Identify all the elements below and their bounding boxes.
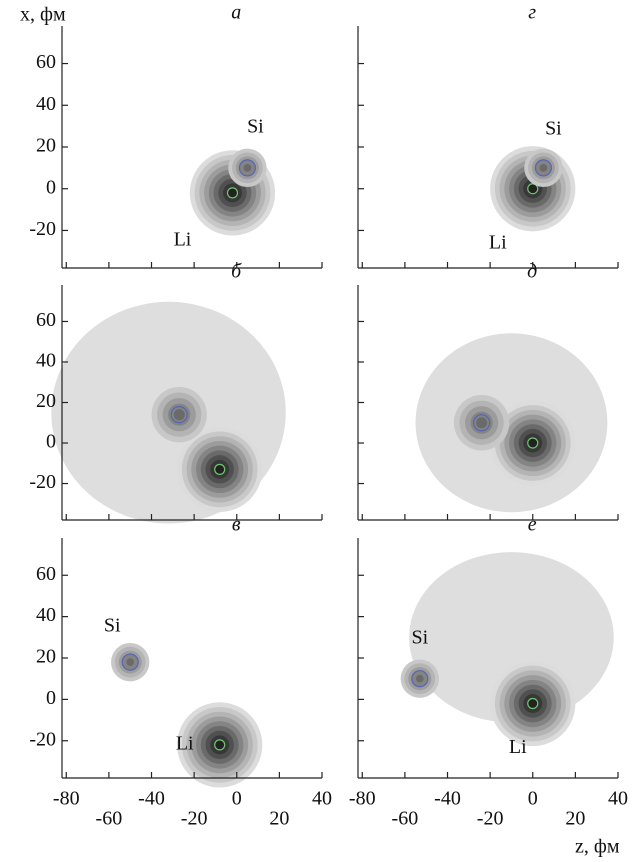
density-contour <box>243 164 252 172</box>
nucleus-li <box>527 697 539 710</box>
density-contour <box>528 438 538 448</box>
nucleus-li <box>214 739 226 751</box>
x-tick-label: -60 <box>392 808 419 830</box>
panel-label: а <box>231 2 241 24</box>
nucleus-si <box>534 159 553 177</box>
y-tick-label: 40 <box>36 93 56 115</box>
density-contour <box>227 188 238 198</box>
density-contour <box>528 183 538 194</box>
nucleus-label: Li <box>489 231 507 253</box>
nucleus-label: Li <box>509 736 527 758</box>
x-tick-label: 40 <box>608 788 628 810</box>
nucleus-si <box>411 670 429 688</box>
y-tick-label: 20 <box>36 646 56 668</box>
x-tick-label: -80 <box>53 788 80 810</box>
nucleus-label: Si <box>411 626 428 648</box>
y-tick-label: 60 <box>36 563 56 585</box>
nucleus-si <box>238 159 257 177</box>
nucleus-label: Li <box>174 228 192 250</box>
x-tick-label: 0 <box>528 788 538 810</box>
y-tick-label: 40 <box>36 604 56 626</box>
y-tick-label: 40 <box>36 350 56 372</box>
y-tick-label: 20 <box>36 135 56 157</box>
x-tick-label: 40 <box>312 788 332 810</box>
nucleus-label: Li <box>176 732 194 754</box>
x-tick-label: 0 <box>232 788 242 810</box>
y-tick-label: 60 <box>36 51 56 73</box>
nucleus-label: Si <box>545 117 562 139</box>
density-contour <box>126 658 135 666</box>
y-tick-label: -20 <box>29 471 56 493</box>
y-tick-label: -20 <box>29 218 56 240</box>
y-tick-label: 0 <box>46 687 56 709</box>
density-contour <box>415 674 424 683</box>
x-tick-label: -60 <box>96 808 123 830</box>
y-tick-label: -20 <box>29 728 56 750</box>
nucleus-si <box>121 653 139 671</box>
y-tick-label: 60 <box>36 309 56 331</box>
nucleus-label: Si <box>247 115 264 137</box>
panel-label: б <box>231 261 242 283</box>
density-contour <box>528 698 538 709</box>
density-contour <box>476 417 488 429</box>
x-tick-label: -40 <box>434 788 461 810</box>
nucleus-li <box>226 187 239 199</box>
x-axis-label: z, фм <box>575 836 620 858</box>
panel-label: в <box>232 514 241 536</box>
density-contour <box>214 740 225 750</box>
x-tick-label: -20 <box>477 808 504 830</box>
panel-label: г <box>528 2 536 24</box>
x-tick-label: -80 <box>349 788 376 810</box>
nucleus-li <box>527 437 539 449</box>
nucleus-li <box>214 463 226 475</box>
y-axis-label: x, фм <box>20 4 66 26</box>
nucleus-si <box>473 414 491 432</box>
x-tick-label: 20 <box>269 808 289 830</box>
density-contour <box>173 409 185 421</box>
x-tick-label: 20 <box>565 808 585 830</box>
x-tick-label: -40 <box>138 788 165 810</box>
nucleus-label: Si <box>104 615 121 637</box>
y-tick-label: 0 <box>46 431 56 453</box>
panel-label: е <box>528 514 537 536</box>
x-tick-label: -20 <box>181 808 208 830</box>
panel-label: д <box>527 261 537 283</box>
y-tick-label: 20 <box>36 390 56 412</box>
density-contour <box>214 464 225 475</box>
nucleus-si <box>170 406 188 424</box>
y-tick-label: 0 <box>46 176 56 198</box>
density-contour <box>539 164 548 172</box>
